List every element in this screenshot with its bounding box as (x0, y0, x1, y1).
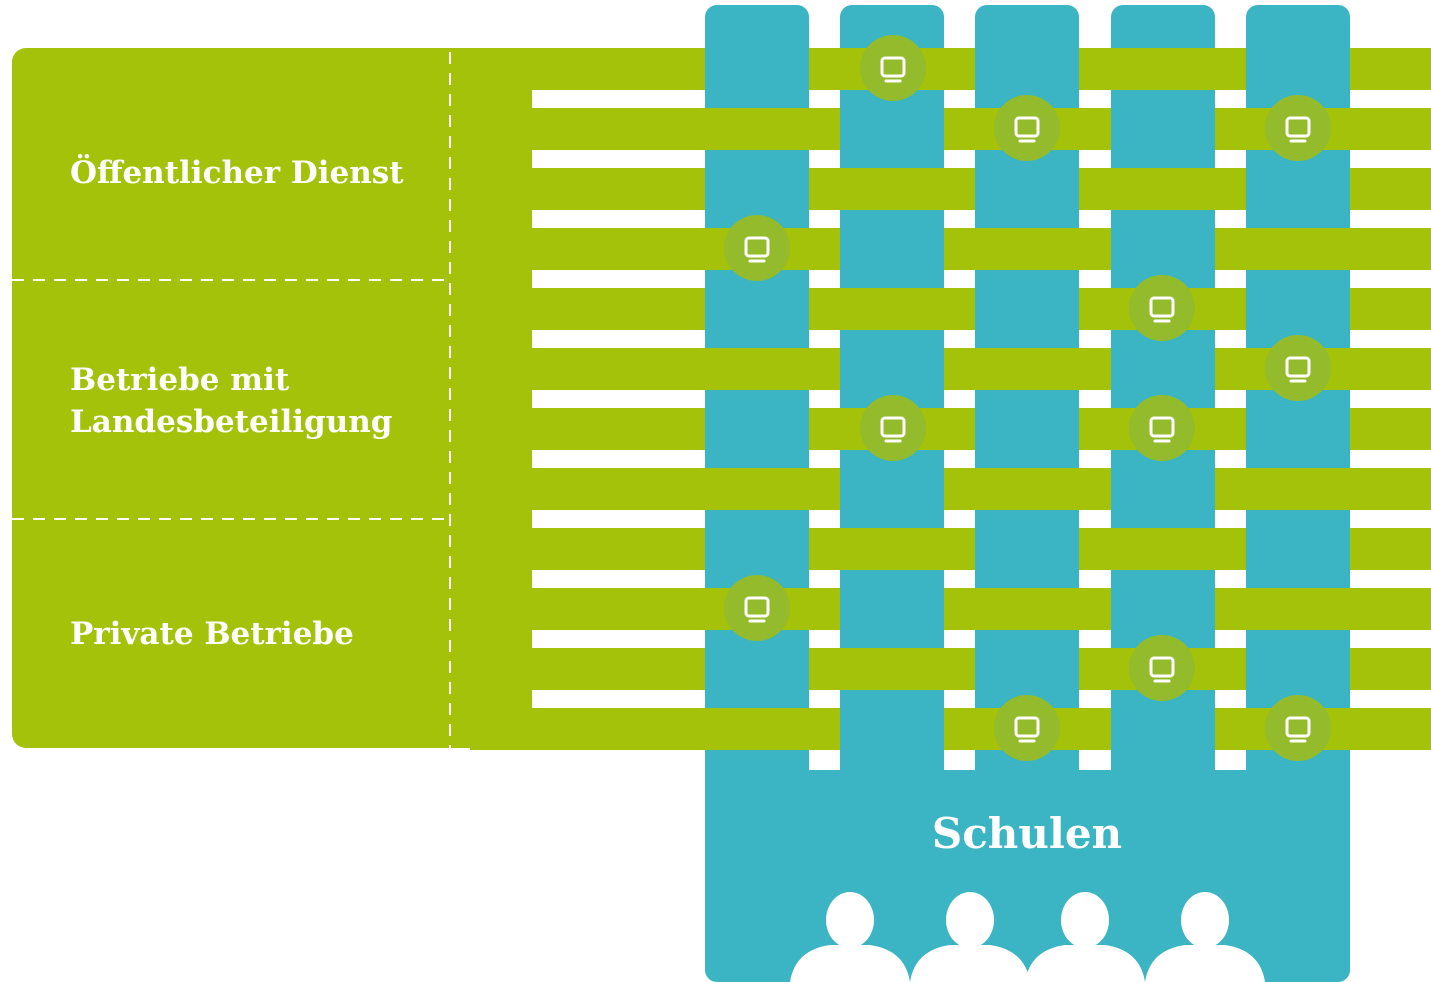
sector-label: Landesbeteiligung (70, 404, 392, 440)
column-crossing (975, 647, 1079, 691)
icon-badge (1129, 275, 1195, 341)
schools-label: Schulen (932, 809, 1122, 858)
icon-badge (724, 215, 790, 281)
column-crossing (705, 287, 809, 331)
icon-badge (1265, 695, 1331, 761)
column-crossing (840, 107, 944, 151)
icon-badge (724, 575, 790, 641)
sector-stripe (470, 228, 1431, 270)
sector-label: Private Betriebe (70, 616, 354, 652)
column-crossing (975, 47, 1079, 91)
icon-badge (1265, 95, 1331, 161)
sector-stripe (470, 588, 1431, 630)
icon-badge (994, 695, 1060, 761)
column-crossing (975, 167, 1079, 211)
column-crossing (705, 47, 809, 91)
column-crossing (1111, 227, 1215, 271)
column-crossing (975, 287, 1079, 331)
column-crossing (975, 527, 1079, 571)
icon-badge (860, 35, 926, 101)
person-head (1181, 892, 1229, 948)
icon-badge (1129, 395, 1195, 461)
column-crossing (705, 167, 809, 211)
icon-badge (1265, 335, 1331, 401)
icon-badge (860, 395, 926, 461)
column-crossing (1246, 167, 1350, 211)
column-crossing (705, 407, 809, 451)
column-crossing (1246, 407, 1350, 451)
column-crossing (1246, 527, 1350, 571)
column-crossing (1111, 107, 1215, 151)
column-crossing (1111, 467, 1215, 511)
column-crossing (975, 407, 1079, 451)
column-crossing (840, 467, 944, 511)
sector-label: Öffentlicher Dienst (70, 152, 404, 191)
column-crossing (840, 347, 944, 391)
column-crossing (840, 227, 944, 271)
sector-label: Betriebe mit (70, 362, 290, 398)
column-crossing (1111, 707, 1215, 751)
column-crossing (705, 647, 809, 691)
column-crossing (840, 587, 944, 631)
icon-badge (1129, 635, 1195, 701)
person-head (946, 892, 994, 948)
column-crossing (1246, 647, 1350, 691)
person-head (826, 892, 874, 948)
column-crossing (1246, 47, 1350, 91)
school-base (705, 770, 1350, 982)
diagram: Öffentlicher Dienst Betriebe mit Landesb… (0, 0, 1431, 982)
person-head (1061, 892, 1109, 948)
page: Öffentlicher Dienst Betriebe mit Landesb… (0, 0, 1431, 982)
column-crossing (1246, 287, 1350, 331)
column-crossing (705, 527, 809, 571)
column-crossing (1111, 347, 1215, 391)
column-crossing (840, 707, 944, 751)
icon-badge (994, 95, 1060, 161)
sector-stripe (470, 468, 1431, 510)
column-crossing (1111, 587, 1215, 631)
